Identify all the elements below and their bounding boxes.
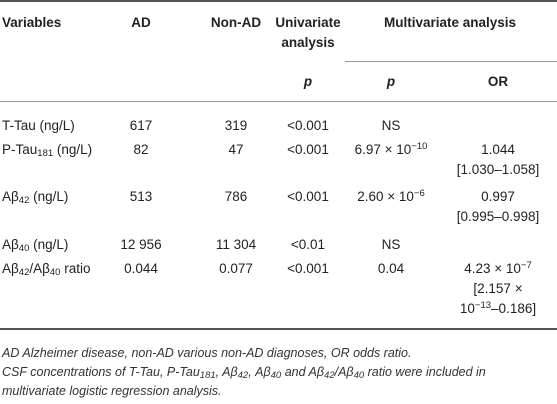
row-non-ad-value: 0.077 — [219, 261, 253, 276]
row-non-ad-value: 786 — [224, 189, 248, 204]
row-univariate-p: <0.001 — [287, 142, 329, 157]
row-univariate-p: <0.001 — [287, 118, 329, 133]
header-rule — [0, 101, 557, 102]
top-rule — [0, 0, 557, 2]
row-or-value: 4.23 × 10−7 — [464, 260, 532, 276]
row-non-ad-value: 47 — [228, 142, 244, 157]
row-or-ci-line1: [2.157 × — [473, 281, 523, 296]
header-p-univariate: p — [303, 74, 313, 89]
row-variable: Aβ40 (ng/L) — [2, 237, 69, 254]
row-non-ad-value: 319 — [224, 118, 248, 133]
row-multivariate-p: 0.04 — [377, 261, 405, 276]
footnote-methods-cont: multivariate logistic regression analysi… — [2, 384, 222, 398]
row-or-value: 1.044 — [481, 142, 515, 157]
header-multivariate: Multivariate analysis — [383, 15, 517, 30]
row-multivariate-p: NS — [381, 118, 401, 133]
row-variable: Aβ42 (ng/L) — [2, 189, 69, 206]
row-ad-value: 0.044 — [124, 261, 158, 276]
multivariate-subrule — [345, 61, 557, 62]
header-ad: AD — [131, 15, 151, 30]
row-ad-value: 513 — [129, 189, 153, 204]
row-multivariate-p: 6.97 × 10−10 — [354, 141, 428, 157]
row-or-ci: [0.995–0.998] — [456, 209, 540, 224]
row-univariate-p: <0.001 — [287, 189, 329, 204]
row-univariate-p: <0.01 — [290, 237, 326, 252]
footnote-abbreviations: AD Alzheimer disease, non-AD various non… — [2, 346, 412, 360]
header-variables: Variables — [2, 15, 62, 30]
row-univariate-p: <0.001 — [287, 261, 329, 276]
header-p-multivariate: p — [386, 74, 396, 89]
row-ad-value: 82 — [133, 142, 149, 157]
row-multivariate-p: 2.60 × 10−6 — [357, 188, 425, 204]
row-or-ci-line2: 10−13–0.186] — [459, 300, 537, 316]
header-non-ad: Non-AD — [210, 15, 262, 30]
row-multivariate-p: NS — [381, 237, 401, 252]
row-ad-value: 12 956 — [120, 237, 162, 252]
row-or-ci: [1.030–1.058] — [456, 162, 540, 177]
header-univariate-line2: analysis — [281, 35, 335, 50]
row-ad-value: 617 — [129, 118, 153, 133]
row-or-value: 0.997 — [481, 189, 515, 204]
row-variable: P-Tau181 (ng/L) — [2, 142, 93, 159]
header-univariate-line1: Univariate — [275, 15, 341, 30]
footnote-methods: CSF concentrations of T-Tau, P-Tau181, A… — [2, 365, 486, 381]
row-variable: Aβ42/Aβ40 ratio — [2, 261, 91, 278]
row-variable: T-Tau (ng/L) — [2, 118, 75, 133]
header-or: OR — [487, 74, 509, 89]
bottom-rule — [0, 328, 557, 330]
row-non-ad-value: 11 304 — [215, 237, 257, 252]
